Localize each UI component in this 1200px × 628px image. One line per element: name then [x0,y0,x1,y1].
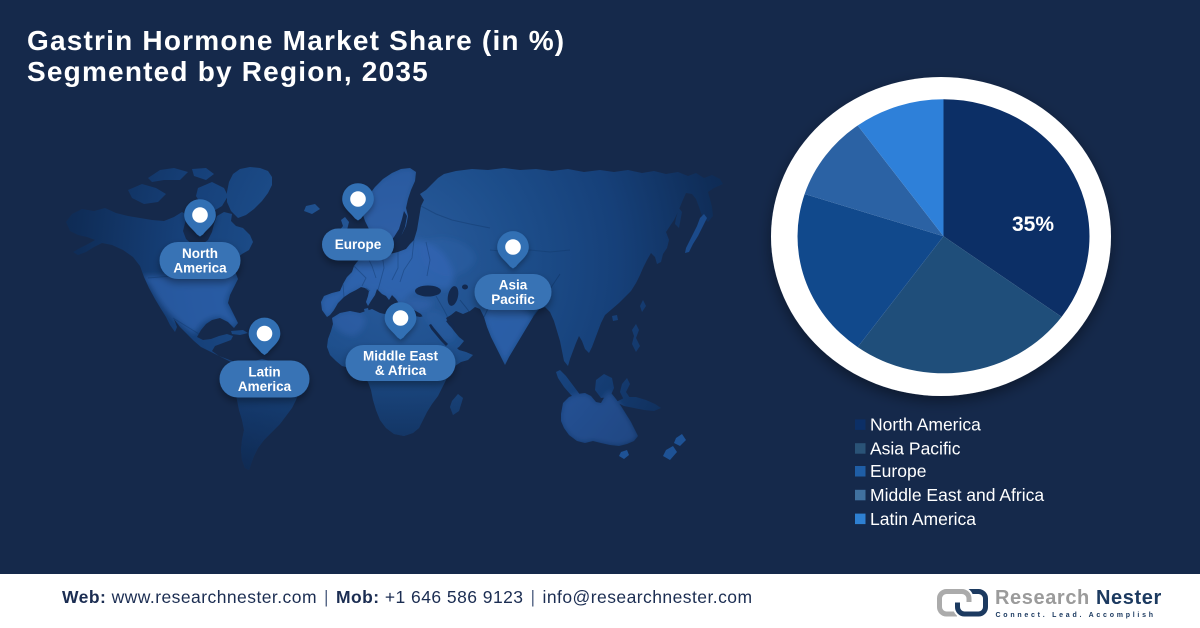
svg-text:Europe: Europe [870,461,926,481]
svg-text:Middle East and Africa: Middle East and Africa [870,485,1044,505]
svg-text:America: America [173,261,227,276]
svg-text:Europe: Europe [335,237,382,252]
svg-text:North America: North America [870,415,981,435]
svg-text:America: America [238,379,292,394]
svg-text:& Africa: & Africa [375,363,427,378]
svg-text:35%: 35% [1012,213,1054,236]
svg-text:Asia: Asia [499,278,528,293]
svg-text:Pacific: Pacific [491,292,535,307]
svg-text:Asia Pacific: Asia Pacific [870,438,961,458]
svg-text:Research Nester: Research Nester [995,587,1162,609]
svg-text:North: North [182,246,218,261]
svg-text:Latin America: Latin America [870,509,976,529]
svg-text:Connect. Lead. Accomplish: Connect. Lead. Accomplish [996,612,1156,619]
svg-text:Middle East: Middle East [363,349,439,364]
svg-text:Latin: Latin [248,365,280,380]
